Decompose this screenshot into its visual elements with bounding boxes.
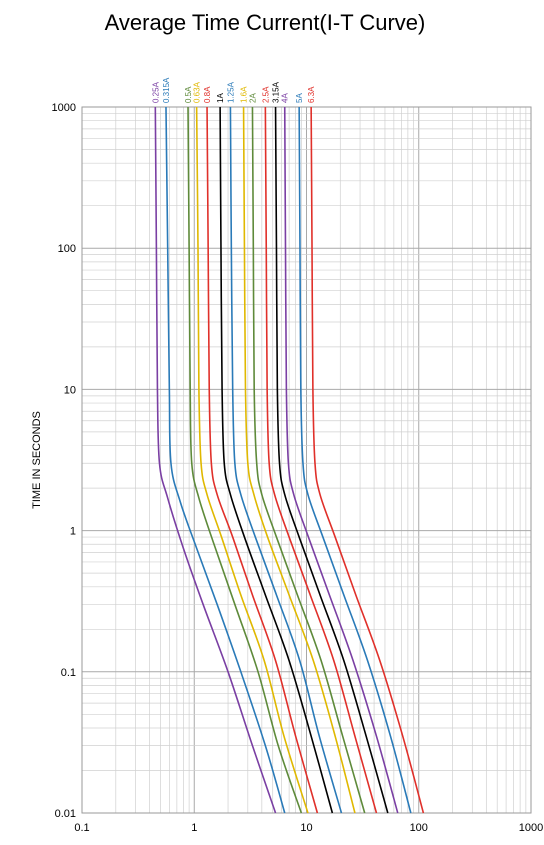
x-tick-label: 10 [300, 822, 312, 834]
series-line-0.25A [154, 106, 277, 814]
y-axis-title: TIME IN SECONDS [31, 411, 43, 509]
series-label: 0.25A [151, 81, 160, 103]
series-label: 0.315A [162, 77, 171, 103]
y-tick-labels: 1000 100 10 1 0.1 0.01 [52, 102, 76, 820]
y-tick-label: 0.01 [55, 808, 76, 820]
series-label: 3.15A [272, 81, 281, 103]
y-tick-label: 1000 [52, 102, 76, 114]
series-label: 0.63A [193, 81, 202, 103]
x-tick-label: 1000 [519, 822, 543, 834]
series-label: 2.5A [261, 86, 270, 103]
chart-title: Average Time Current(I-T Curve) [105, 10, 426, 35]
series-line-1A [219, 106, 334, 814]
y-tick-label: 100 [58, 243, 76, 255]
series-label: 2A [249, 93, 258, 103]
series-line-4A [283, 106, 399, 814]
series-line-1.25A [229, 106, 343, 814]
grid [81, 106, 532, 814]
series-layer [154, 106, 425, 814]
series-line-2A [251, 106, 366, 814]
series-label: 0.5A [184, 86, 193, 103]
series-line-2.5A [264, 106, 378, 814]
plot-frame [81, 106, 532, 814]
series-label: 5A [295, 93, 304, 103]
series-label: 1.25A [226, 81, 235, 103]
series-line-3.15A [274, 106, 389, 814]
series-label: 1A [216, 93, 225, 103]
series-label: 1.6A [240, 86, 249, 103]
series-labels: 0.25A 0.315A 0.5A 0.63A 0.8A 1A 1.25A 1.6A 2A 2.5… [151, 77, 316, 103]
x-tick-label: 1 [191, 822, 197, 834]
y-tick-label: 0.1 [61, 667, 76, 679]
series-line-0.5A [187, 106, 303, 814]
series-label: 6.3A [307, 86, 316, 103]
series-line-1.6A [242, 106, 356, 814]
y-tick-label: 10 [64, 384, 76, 396]
series-line-0.315A [165, 106, 286, 814]
series-line-6.3A [310, 106, 425, 814]
x-tick-labels: 0.1 1 10 100 1000 [74, 822, 543, 834]
series-label: 0.8A [203, 86, 212, 103]
series-line-0.8A [206, 106, 319, 814]
x-tick-label: 0.1 [74, 822, 89, 834]
series-line-5A [298, 106, 412, 814]
y-tick-label: 1 [70, 526, 76, 538]
series-label: 4A [281, 93, 290, 103]
x-tick-label: 100 [410, 822, 428, 834]
series-line-0.63A [195, 106, 309, 814]
